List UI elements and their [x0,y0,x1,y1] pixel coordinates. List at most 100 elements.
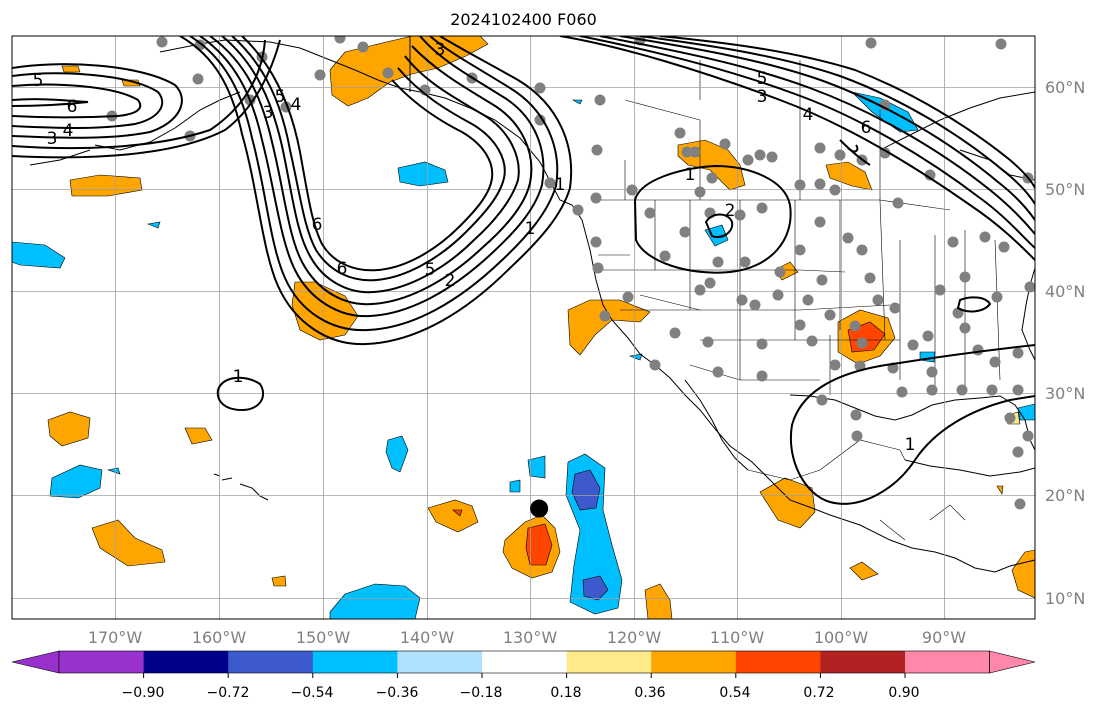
station-dot [572,204,584,216]
contour-label: 1 [905,435,916,455]
colorbar-tick-labels: −0.90 −0.72 −0.54 −0.36 −0.18 0.18 0.36 … [122,685,920,701]
colorbar-extend-low [11,650,60,674]
station-dot [756,370,768,382]
station-dot [806,335,818,347]
station-dot [959,271,971,283]
contour-label: 5 [757,69,768,89]
contour-label: 3 [263,103,274,123]
station-dot [924,169,936,181]
station-dot [851,430,863,442]
station-dot [749,299,761,311]
station-dot [739,256,751,268]
station-dot [1014,498,1026,510]
contour-label: 5 [425,260,436,280]
station-dot [794,244,806,256]
contour-label: 4 [291,95,302,115]
contour-label: 4 [63,121,74,141]
station-dot [736,294,748,306]
station-dot [382,67,394,79]
contour-label: 3 [435,40,446,60]
contour-label: 1 [525,219,536,239]
colorbar-tick-label: −0.18 [460,685,503,701]
station-dot [734,209,746,221]
station-dot [842,232,854,244]
station-dot [995,38,1007,50]
contour-label: 2 [445,271,456,291]
colorbar-segment [59,651,145,673]
colorbar-segment [905,651,991,673]
contour-label: 6 [67,97,78,117]
station-dot [1022,430,1034,442]
map-frame [11,35,1036,620]
station-dot [766,151,778,163]
colorbar-segment [312,651,398,673]
station-dot [802,294,814,306]
station-dot [156,36,168,48]
colorbar-extend-high [989,650,1036,674]
station-dot [694,284,706,296]
contour-label: 1 [685,165,696,185]
lat-label: 60°N [1045,78,1085,97]
station-dot [816,394,828,406]
station-dot [1012,384,1024,396]
station-dot [934,284,946,296]
station-dot [712,366,724,378]
station-dot [926,366,938,378]
colorbar-segment [566,651,652,673]
station-dot [702,336,714,348]
contour-label: 6 [861,118,872,138]
station-dot [669,327,681,339]
lon-label: 170°W [88,628,143,647]
contour-label: 5 [33,71,44,91]
lat-label: 10°N [1045,589,1085,608]
colorbar-tick-label: 0.18 [550,685,581,701]
station-dot [865,37,877,49]
station-dot [979,231,991,243]
colorbar [11,650,1036,678]
colorbar-tick-label: 0.72 [803,685,834,701]
station-dot [626,184,638,196]
station-dot [991,291,1003,303]
negative-anomaly-fills [12,91,1035,619]
station-dot [926,384,938,396]
latitude-labels: 60°N 50°N 40°N 30°N 20°N 10°N [1045,78,1085,608]
station-dot [599,310,611,322]
station-dot [659,250,671,262]
station-dot [864,272,876,284]
lon-label: 150°W [296,628,351,647]
colorbar-tick-label: −0.90 [122,685,165,701]
station-dot [816,274,828,286]
station-dot [834,149,846,161]
station-dot [357,41,369,53]
station-dot [742,154,754,166]
station-dot [644,207,656,219]
station-dot [314,69,326,81]
station-dot [872,294,884,306]
colorbar-segment [397,651,483,673]
station-dot [719,138,731,150]
station-dot [756,338,768,350]
station-dot [674,127,686,139]
lon-label: 120°W [607,628,662,647]
lat-label: 20°N [1045,486,1085,505]
station-dot [856,244,868,256]
station-dot [814,216,826,228]
colorbar-tick-label: −0.72 [207,685,250,701]
station-dot [986,384,998,396]
station-dot [706,172,718,184]
colorbar-tick-label: −0.36 [376,685,419,701]
station-dot [756,202,768,214]
station-dot [591,144,603,156]
station-dot [856,337,868,349]
contour-lines [12,36,1035,505]
colorbar-segment [651,651,737,673]
station-dot [998,241,1010,253]
contour-label: 1 [555,175,566,195]
station-dot [592,262,604,274]
lon-label: 140°W [400,628,455,647]
station-dot [590,236,602,248]
colorbar-segment [820,651,906,673]
storm-position-marker [530,499,549,518]
station-dot [907,339,919,351]
